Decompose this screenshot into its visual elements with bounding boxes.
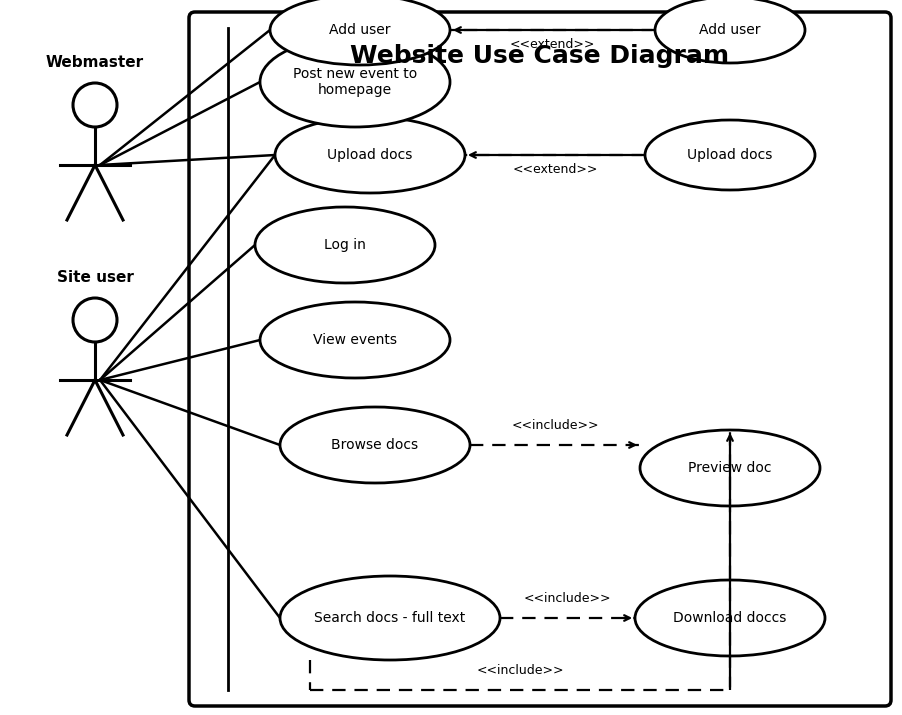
Text: Post new event to
homepage: Post new event to homepage [293,67,417,97]
Text: Download doccs: Download doccs [673,611,787,625]
Text: <<include>>: <<include>> [476,664,564,677]
Text: Upload docs: Upload docs [687,148,773,162]
Ellipse shape [260,302,450,378]
Ellipse shape [280,576,500,660]
Ellipse shape [260,37,450,127]
Text: Upload docs: Upload docs [327,148,413,162]
Text: Add user: Add user [699,23,760,37]
Text: Site user: Site user [57,270,133,285]
Text: <<extend>>: <<extend>> [510,38,595,51]
Ellipse shape [635,580,825,656]
Text: Preview doc: Preview doc [688,461,772,475]
Text: <<extend>>: <<extend>> [512,163,598,176]
Ellipse shape [280,407,470,483]
Text: Website Use Case Diagram: Website Use Case Diagram [351,44,730,68]
Ellipse shape [645,120,815,190]
Text: Add user: Add user [329,23,391,37]
Text: Search docs - full text: Search docs - full text [315,611,465,625]
Text: Browse docs: Browse docs [331,438,419,452]
Text: Log in: Log in [324,238,366,252]
Text: <<include>>: <<include>> [524,592,612,605]
Ellipse shape [655,0,805,63]
Text: View events: View events [313,333,397,347]
Ellipse shape [270,0,450,65]
Text: <<include>>: <<include>> [511,419,599,432]
Ellipse shape [640,430,820,506]
FancyBboxPatch shape [189,12,891,706]
Text: Webmaster: Webmaster [46,55,144,70]
Ellipse shape [275,117,465,193]
Ellipse shape [255,207,435,283]
